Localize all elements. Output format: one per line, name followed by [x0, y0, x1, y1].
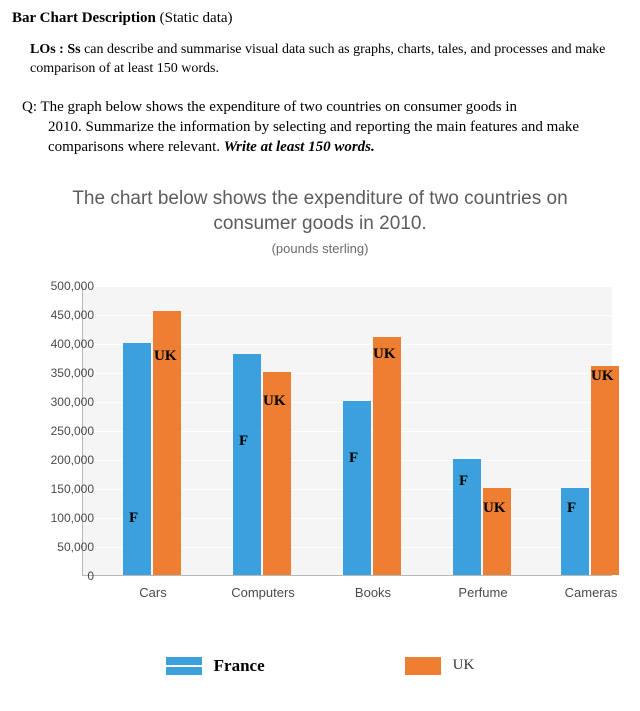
los-text: can describe and summarise visual data s…	[30, 42, 605, 76]
bar-chart: The chart below shows the expenditure of…	[12, 176, 628, 686]
x-tick-label: Perfume	[433, 585, 533, 600]
legend-item-france: France	[166, 656, 265, 676]
plot-area: FUKCarsFUKComputersFUKBooksFUKPerfumeFUK…	[82, 286, 612, 576]
bar-annotation-uk: UK	[591, 368, 614, 385]
x-tick-label: Cars	[103, 585, 203, 600]
chart-subtitle: (pounds sterling)	[12, 241, 628, 256]
bar-annotation-uk: UK	[154, 348, 177, 365]
bar-annotation-france: F	[567, 500, 576, 517]
question-emphasis: Write at least 150 words.	[224, 139, 375, 155]
y-tick-label: 350,000	[34, 366, 94, 380]
x-tick-label: Books	[323, 585, 423, 600]
legend-swatch-france	[166, 657, 202, 675]
y-tick-label: 250,000	[34, 424, 94, 438]
legend-label-france: France	[214, 656, 265, 676]
y-tick-label: 50,000	[34, 540, 94, 554]
legend-item-uk: UK	[405, 657, 475, 675]
question-line1: The graph below shows the expenditure of…	[40, 99, 517, 115]
heading-rest: (Static data)	[156, 10, 233, 26]
bar-france	[233, 354, 261, 574]
y-tick-label: 0	[34, 569, 94, 583]
bar-uk	[591, 366, 619, 575]
bar-annotation-france: F	[349, 450, 358, 467]
los-label: LOs : Ss	[30, 42, 81, 57]
legend-swatch-uk	[405, 657, 441, 675]
x-tick-label: Computers	[213, 585, 313, 600]
question-block: Q: The graph below shows the expenditure…	[22, 97, 628, 158]
grid-line	[83, 286, 612, 287]
bar-annotation-france: F	[459, 473, 468, 490]
x-tick-label: Cameras	[541, 585, 640, 600]
bar-france	[123, 343, 151, 575]
y-tick-label: 300,000	[34, 395, 94, 409]
chart-legend: France UK	[12, 656, 628, 676]
bar-uk	[373, 337, 401, 575]
y-tick-label: 500,000	[34, 279, 94, 293]
question-label: Q:	[22, 99, 40, 115]
bar-annotation-france: F	[129, 510, 138, 527]
legend-label-uk: UK	[453, 657, 475, 674]
page-heading: Bar Chart Description (Static data)	[12, 10, 628, 27]
bar-annotation-uk: UK	[483, 500, 506, 517]
bar-annotation-france: F	[239, 433, 248, 450]
y-tick-label: 150,000	[34, 482, 94, 496]
learning-objectives: LOs : Ss can describe and summarise visu…	[30, 41, 628, 79]
y-tick-label: 400,000	[34, 337, 94, 351]
bar-france	[343, 401, 371, 575]
y-tick-label: 200,000	[34, 453, 94, 467]
question-line2-wrap: 2010. Summarize the information by selec…	[22, 117, 628, 158]
chart-title: The chart below shows the expenditure of…	[12, 176, 628, 239]
y-tick-label: 100,000	[34, 511, 94, 525]
heading-bold: Bar Chart Description	[12, 10, 156, 26]
bar-annotation-uk: UK	[263, 393, 286, 410]
y-tick-label: 450,000	[34, 308, 94, 322]
bar-annotation-uk: UK	[373, 346, 396, 363]
